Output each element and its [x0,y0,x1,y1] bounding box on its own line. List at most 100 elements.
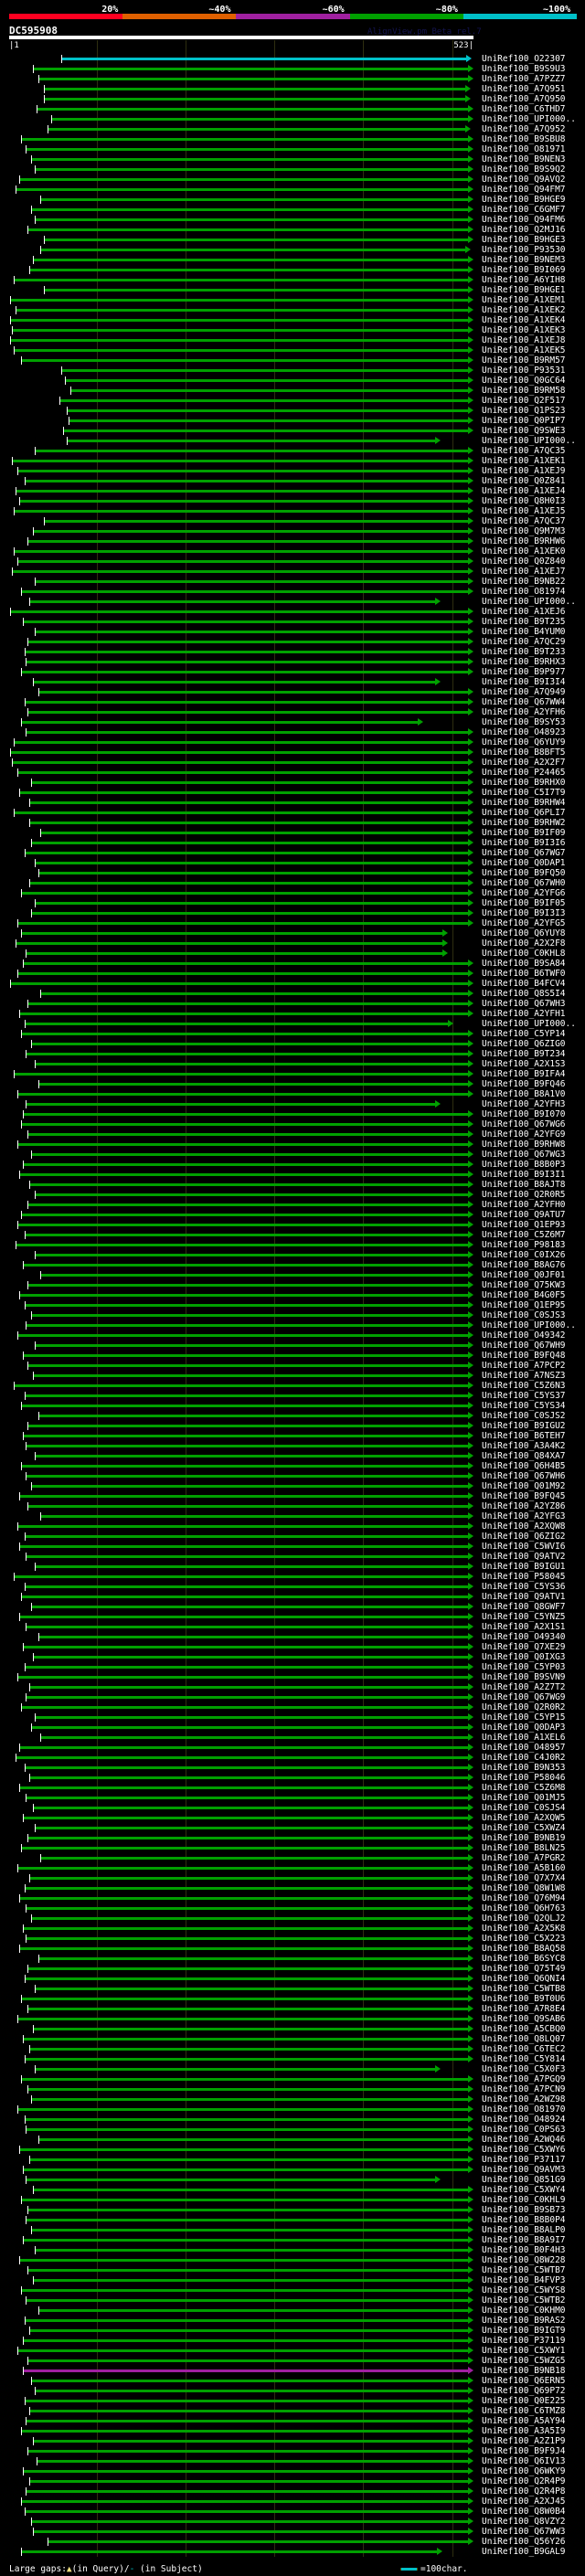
alignment-bar[interactable] [35,1254,468,1256]
subject-label[interactable]: UniRef100_B9F9J4 [482,2446,566,2456]
alignment-bar[interactable] [22,1264,468,1267]
subject-label[interactable]: UniRef100_C5YP14 [482,1029,566,1039]
subject-label[interactable]: UniRef100_C0PS63 [482,2125,566,2135]
alignment-row[interactable]: UniRef100_Q6ZIG2 [0,1532,585,1542]
alignment-bar[interactable] [13,741,468,744]
alignment-bar[interactable] [59,399,468,402]
subject-label[interactable]: UniRef100_Q6IV13 [482,2456,566,2466]
subject-label[interactable]: UniRef100_A3A5I9 [482,2426,566,2436]
alignment-bar[interactable] [9,610,468,613]
subject-label[interactable]: UniRef100_C6TMZ8 [482,2406,566,2416]
subject-label[interactable]: UniRef100_Q9ATU7 [482,1210,566,1220]
subject-label[interactable]: UniRef100_C5Z6N3 [482,1381,566,1391]
alignment-row[interactable]: UniRef100_B9FQ46 [0,1079,585,1089]
subject-label[interactable]: UniRef100_Q94FM6 [482,215,566,225]
alignment-bar[interactable] [16,1143,468,1146]
alignment-bar[interactable] [27,1133,468,1136]
subject-label[interactable]: UniRef100_B0F4H3 [482,2245,566,2255]
subject-label[interactable]: UniRef100_A5CBQ0 [482,2024,566,2034]
alignment-bar[interactable] [24,1666,468,1669]
alignment-bar[interactable] [27,2269,468,2272]
alignment-row[interactable]: UniRef100_A2YFH3 [0,1099,585,1109]
alignment-bar[interactable] [33,2440,468,2443]
subject-label[interactable]: UniRef100_Q2F517 [482,396,566,406]
alignment-bar[interactable] [24,852,468,854]
alignment-bar[interactable] [35,631,468,633]
subject-label[interactable]: UniRef100_Q1PS23 [482,406,566,416]
alignment-bar[interactable] [31,781,468,784]
subject-label[interactable]: UniRef100_A2X1S3 [482,1059,566,1069]
alignment-row[interactable]: UniRef100_A1XEM1 [0,295,585,305]
alignment-row[interactable]: UniRef100_Q67WG9 [0,1692,585,1702]
alignment-bar[interactable] [18,1012,468,1015]
alignment-bar[interactable] [29,2410,468,2412]
alignment-row[interactable]: UniRef100_B9P977 [0,667,585,677]
alignment-row[interactable]: UniRef100_B0F4H3 [0,2245,585,2255]
alignment-bar[interactable] [13,1575,468,1578]
alignment-row[interactable]: UniRef100_Q0IXG3 [0,1652,585,1662]
subject-label[interactable]: UniRef100_C5WVI6 [482,1542,566,1552]
alignment-row[interactable]: UniRef100_B8B0P3 [0,1160,585,1170]
subject-label[interactable]: UniRef100_Q851G9 [482,2175,566,2185]
subject-label[interactable]: UniRef100_Q67WG3 [482,1150,566,1160]
alignment-row[interactable]: UniRef100_Q9ATV1 [0,1592,585,1602]
subject-label[interactable]: UniRef100_B9FQ48 [482,1351,566,1361]
subject-label[interactable]: UniRef100_B9I069 [482,265,566,275]
subject-label[interactable]: UniRef100_A7NSZ3 [482,1371,566,1381]
alignment-row[interactable]: UniRef100_A2Z7T2 [0,1682,585,1692]
alignment-row[interactable]: UniRef100_B8AJT8 [0,1180,585,1190]
alignment-row[interactable]: UniRef100_A1XEJ8 [0,335,585,345]
alignment-row[interactable]: UniRef100_O49342 [0,1330,585,1341]
subject-label[interactable]: UniRef100_B6TWF0 [482,969,566,979]
alignment-row[interactable]: UniRef100_Q67WH0 [0,878,585,888]
subject-label[interactable]: UniRef100_B8A1V0 [482,1089,566,1099]
alignment-row[interactable]: UniRef100_B9SB73 [0,2205,585,2215]
alignment-bar[interactable] [11,761,468,764]
alignment-bar[interactable] [35,1827,468,1829]
alignment-bar[interactable] [18,178,468,181]
subject-label[interactable]: UniRef100_A7QC37 [482,516,566,526]
alignment-row[interactable]: UniRef100_Q0DAP3 [0,1723,585,1733]
alignment-row[interactable]: UniRef100_A1XEJ5 [0,506,585,516]
alignment-row[interactable]: UniRef100_C5Y814 [0,2054,585,2064]
alignment-row[interactable]: UniRef100_Q8W0B4 [0,2507,585,2517]
subject-label[interactable]: UniRef100_B9SY53 [482,717,566,727]
subject-label[interactable]: UniRef100_B9RHW4 [482,798,566,808]
subject-label[interactable]: UniRef100_Q67WH0 [482,878,566,888]
alignment-bar[interactable] [24,1304,468,1307]
subject-label[interactable]: UniRef100_O81971 [482,144,566,154]
subject-label[interactable]: UniRef100_B9SBU8 [482,134,566,144]
subject-label[interactable]: UniRef100_A2X2F7 [482,758,566,768]
alignment-row[interactable]: UniRef100_C5Z6M7 [0,1230,585,1240]
alignment-row[interactable]: UniRef100_Q67WG6 [0,1119,585,1129]
alignment-row[interactable]: UniRef100_A2X1S3 [0,1059,585,1069]
alignment-row[interactable]: UniRef100_C0SJS2 [0,1411,585,1421]
alignment-row[interactable]: UniRef100_C5XWY4 [0,2185,585,2195]
alignment-bar[interactable] [16,1224,468,1226]
alignment-bar[interactable] [29,1776,468,1779]
alignment-bar[interactable] [29,2329,468,2332]
subject-label[interactable]: UniRef100_B9T233 [482,647,566,657]
subject-label[interactable]: UniRef100_O81970 [482,2104,566,2115]
subject-label[interactable]: UniRef100_Q8W0B4 [482,2507,566,2517]
alignment-row[interactable]: UniRef100_P93531 [0,366,585,376]
alignment-row[interactable]: UniRef100_B9GAL9 [0,2547,585,2557]
alignment-bar[interactable] [29,2158,468,2161]
alignment-row[interactable]: UniRef100_B9SA84 [0,959,585,969]
alignment-row[interactable]: UniRef100_Q8W1W8 [0,1883,585,1893]
alignment-row[interactable]: UniRef100_A2Z1P9 [0,2436,585,2446]
alignment-row[interactable]: UniRef100_A2X1S1 [0,1622,585,1632]
alignment-bar[interactable] [22,2038,468,2041]
alignment-row[interactable]: UniRef100_B9IGU2 [0,1421,585,1431]
alignment-bar[interactable] [22,962,468,965]
subject-label[interactable]: UniRef100_Q6H763 [482,1903,566,1913]
alignment-row[interactable]: UniRef100_Q0DAP1 [0,858,585,868]
alignment-bar[interactable] [20,2078,468,2081]
alignment-row[interactable]: UniRef100_B9RHW8 [0,1140,585,1150]
subject-label[interactable]: UniRef100_A2YFH6 [482,707,566,717]
alignment-bar[interactable] [31,2098,468,2101]
subject-label[interactable]: UniRef100_C4J0R2 [482,1753,566,1763]
alignment-row[interactable]: UniRef100_Q8W228 [0,2255,585,2265]
alignment-row[interactable]: UniRef100_B9NB18 [0,2366,585,2376]
alignment-bar[interactable] [26,1907,468,1910]
